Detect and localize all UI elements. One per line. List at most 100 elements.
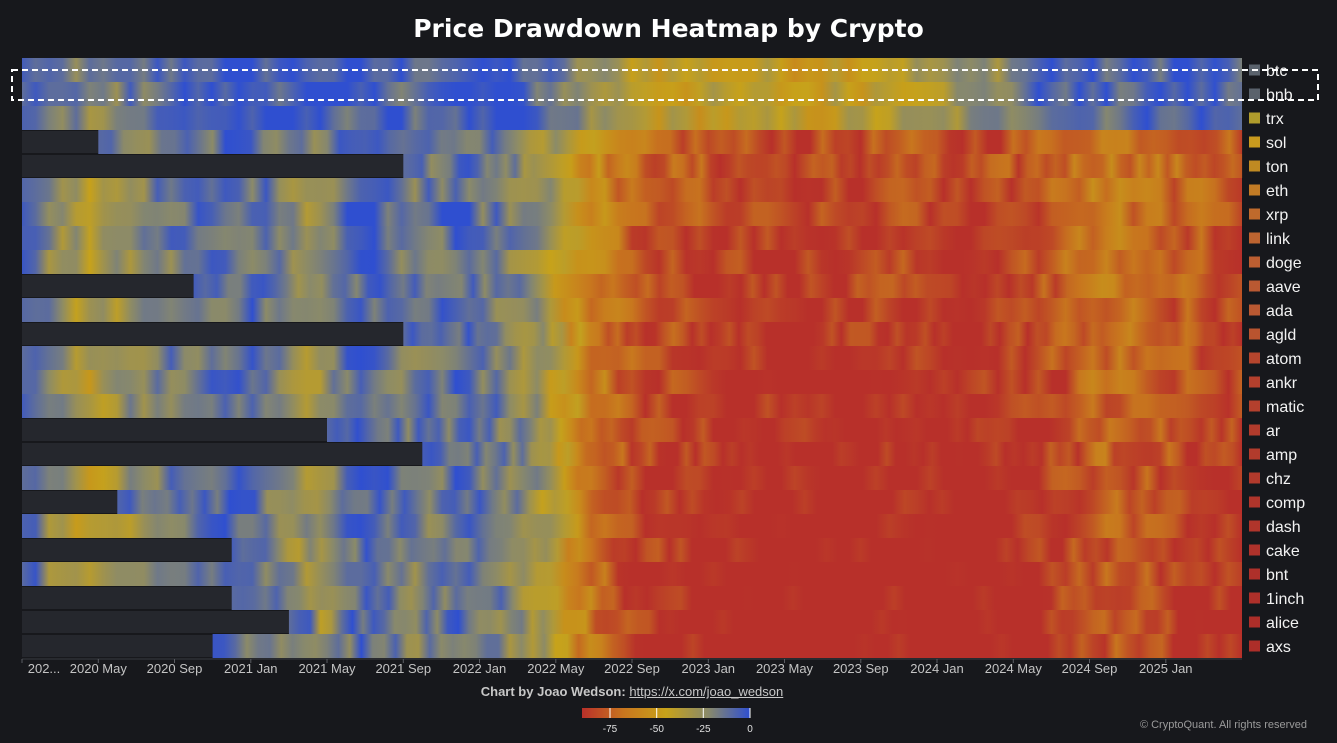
legend-swatch-ankr	[1249, 376, 1260, 388]
heat-row-amp	[422, 442, 1242, 466]
colorbar-tick-label: -75	[603, 724, 618, 735]
heat-row-link	[22, 226, 1242, 250]
legend-label-bnb[interactable]: bnb	[1266, 87, 1293, 104]
legend-label-dash[interactable]: dash	[1266, 519, 1301, 536]
no-data-bar-cake	[22, 539, 232, 561]
legend-label-chz[interactable]: chz	[1266, 471, 1291, 488]
x-tick-label: 2021 May	[298, 661, 356, 676]
legend-swatch-amp	[1249, 448, 1260, 460]
legend-swatch-trx	[1249, 112, 1260, 124]
colorbar: -75 -50 -25 0	[582, 708, 753, 735]
no-data-bar-ton	[22, 155, 404, 177]
no-data-bar-1inch	[22, 587, 232, 609]
legend-swatch-atom	[1249, 352, 1260, 364]
x-axis: 202... 2020 May 2020 Sep 2021 Jan 2021 May 20…	[21, 658, 1242, 676]
x-tick-label: 2023 Sep	[833, 661, 889, 676]
x-tick-label: 202...	[28, 661, 61, 676]
no-data-bar-comp	[22, 491, 118, 513]
legend-label-cake[interactable]: cake	[1266, 543, 1300, 560]
x-tick-label: 2023 May	[756, 661, 814, 676]
legend-label-trx[interactable]: trx	[1266, 111, 1284, 128]
legend-swatch-1inch	[1249, 592, 1260, 604]
legend-label-link[interactable]: link	[1266, 231, 1291, 248]
legend-swatch-cake	[1249, 544, 1260, 556]
legend-label-axs[interactable]: axs	[1266, 639, 1291, 656]
legend-label-sol[interactable]: sol	[1266, 135, 1286, 152]
legend-label-comp[interactable]: comp	[1266, 495, 1305, 512]
heat-row-aave	[193, 274, 1243, 298]
legend-label-ankr[interactable]: ankr	[1266, 375, 1298, 392]
legend-label-ton[interactable]: ton	[1266, 159, 1288, 176]
legend-label-eth[interactable]: eth	[1266, 183, 1288, 200]
heat-row-chz	[22, 466, 1242, 490]
heat-row-bnt	[22, 562, 1242, 586]
legend-swatch-eth	[1249, 184, 1260, 196]
heat-row-ar	[327, 418, 1242, 442]
x-tick-label: 2021 Sep	[375, 661, 431, 676]
x-tick-label: 2024 Sep	[1062, 661, 1118, 676]
legend-label-ar[interactable]: ar	[1266, 423, 1281, 440]
legend-swatch-ada	[1249, 304, 1260, 316]
heat-row-eth	[22, 178, 1242, 202]
legend-label-agld[interactable]: agld	[1266, 327, 1296, 344]
legend-label-bnt[interactable]: bnt	[1266, 567, 1289, 584]
legend-swatch-matic	[1249, 400, 1260, 412]
heat-row-cake	[231, 538, 1242, 562]
legend-swatch-sol	[1249, 136, 1260, 148]
x-tick-label: 2022 Jan	[453, 661, 507, 676]
heat-row-trx	[22, 106, 1242, 130]
heat-row-axs	[212, 634, 1243, 658]
x-tick-label: 2024 Jan	[910, 661, 964, 676]
heat-row-ankr	[22, 370, 1242, 394]
chart-title: Price Drawdown Heatmap by Crypto	[413, 14, 924, 43]
heatmap-rows	[22, 58, 1243, 658]
attribution-link[interactable]: https://x.com/joao_wedson	[629, 684, 784, 699]
legend-swatch-chz	[1249, 472, 1260, 484]
no-data-bar-aave	[22, 275, 194, 297]
legend-swatch-link	[1249, 232, 1260, 244]
legend-label-xrp[interactable]: xrp	[1266, 207, 1288, 224]
legend-label-doge[interactable]: doge	[1266, 255, 1302, 272]
attribution-label: Chart by Joao Wedson:	[480, 684, 626, 699]
heat-row-bnb	[22, 82, 1242, 106]
no-data-bar-amp	[22, 443, 423, 465]
legend: btc bnb trx sol ton eth xrp link doge aave ada agld…	[1249, 63, 1305, 656]
no-data-bar-alice	[22, 611, 289, 633]
colorbar-tick-label: -50	[649, 724, 664, 735]
copyright-text: © CryptoQuant. All rights reserved	[1139, 719, 1307, 731]
highlight-box-bnb	[11, 69, 1319, 101]
colorbar-tick-label: -25	[696, 724, 711, 735]
legend-label-ada[interactable]: ada	[1266, 303, 1293, 320]
legend-label-atom[interactable]: atom	[1266, 351, 1302, 368]
legend-swatch-xrp	[1249, 208, 1260, 220]
heat-row-matic	[22, 394, 1242, 418]
heat-row-ton	[403, 154, 1243, 178]
x-tick-label: 2022 May	[527, 661, 585, 676]
heat-row-sol	[98, 130, 1243, 154]
heat-row-doge	[22, 250, 1242, 274]
legend-label-amp[interactable]: amp	[1266, 447, 1297, 464]
attribution: Chart by Joao Wedson: https://x.com/joao…	[0, 684, 1264, 699]
x-tick-label: 2024 May	[985, 661, 1043, 676]
legend-label-alice[interactable]: alice	[1266, 615, 1299, 632]
legend-label-aave[interactable]: aave	[1266, 279, 1301, 296]
legend-swatch-alice	[1249, 616, 1260, 628]
heat-row-1inch	[231, 586, 1242, 610]
no-data-bar-sol	[22, 131, 99, 153]
heat-row-dash	[22, 514, 1242, 538]
x-tick-label: 2021 Jan	[224, 661, 278, 676]
x-tick-label: 2020 May	[70, 661, 128, 676]
legend-label-1inch[interactable]: 1inch	[1266, 591, 1304, 608]
heat-row-atom	[22, 346, 1242, 370]
legend-label-matic[interactable]: matic	[1266, 399, 1304, 416]
x-tick-label: 2020 Sep	[147, 661, 203, 676]
legend-swatch-ton	[1249, 160, 1260, 172]
x-tick-label: 2022 Sep	[604, 661, 660, 676]
no-data-bar-agld	[22, 323, 404, 345]
colorbar-gradient	[582, 708, 750, 718]
legend-label-btc[interactable]: btc	[1266, 63, 1287, 80]
heat-row-xrp	[22, 202, 1242, 226]
heat-row-ada	[22, 298, 1242, 322]
legend-swatch-axs	[1249, 640, 1260, 652]
